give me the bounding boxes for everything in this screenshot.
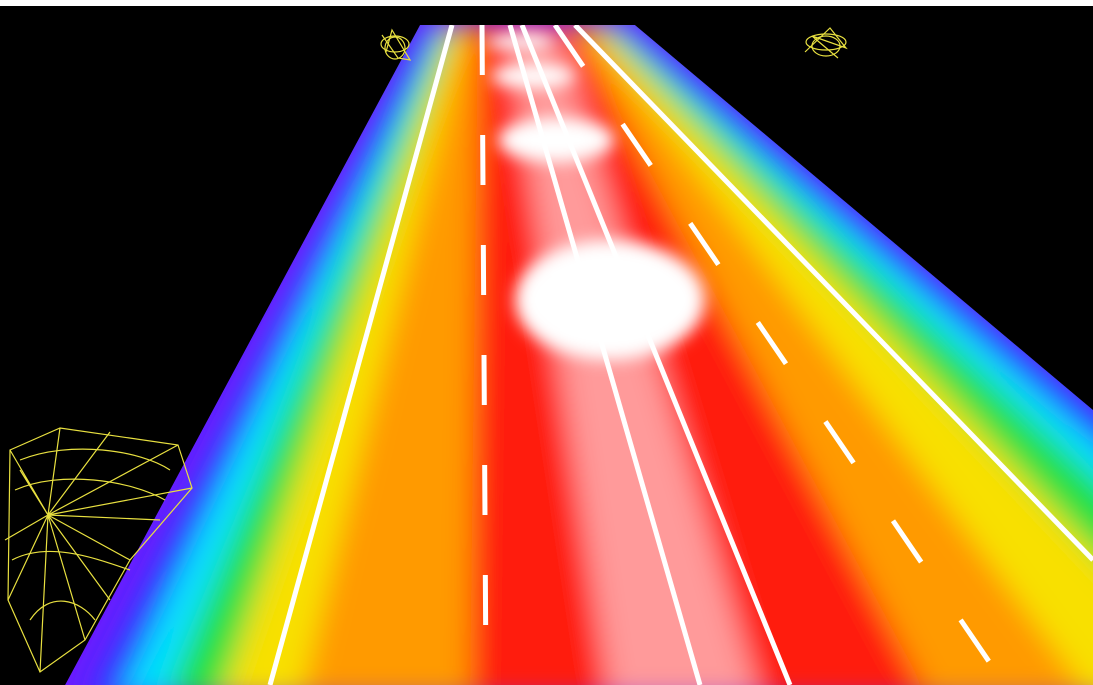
wireframes: [4, 27, 848, 673]
hotspot: [515, 240, 705, 360]
hotspot: [486, 34, 554, 50]
lane-line: [507, 25, 703, 685]
heatmap: [65, 25, 1093, 685]
lane-line: [267, 25, 455, 685]
lane-line: [519, 25, 793, 685]
wireframe-small: [804, 27, 848, 59]
wireframe-large: [4, 427, 193, 673]
lane-markings: [267, 25, 1093, 685]
heat-core: [510, 40, 760, 685]
lane-dashed: [479, 25, 489, 685]
wireframe-small: [380, 28, 412, 61]
hotspot: [491, 64, 575, 88]
lane-dashed: [552, 25, 1008, 685]
lane-line: [573, 25, 1093, 562]
hotspot: [498, 118, 614, 162]
top-border: [0, 0, 1093, 6]
